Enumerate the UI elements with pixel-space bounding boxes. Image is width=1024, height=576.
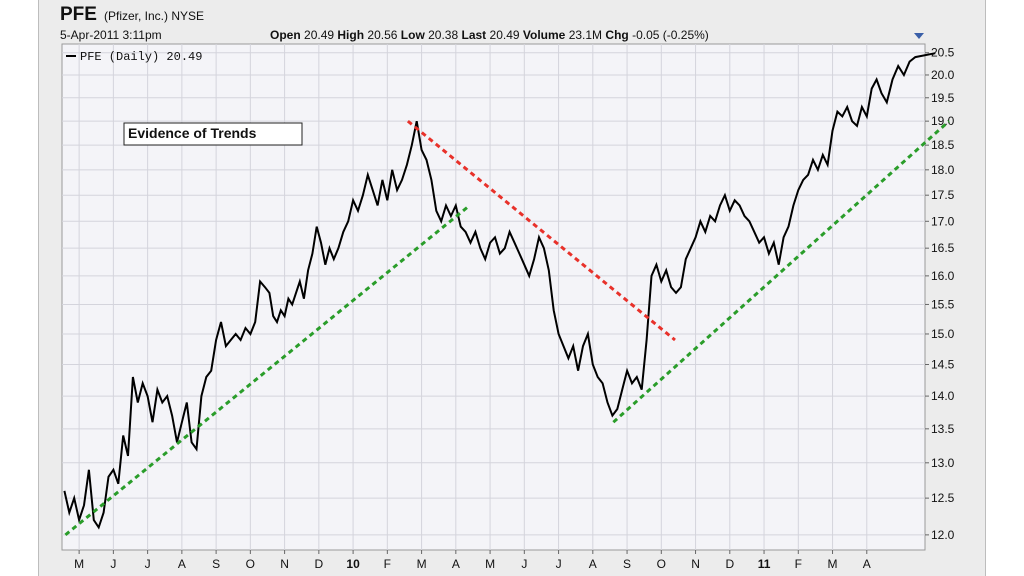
ticker-symbol: PFE [60,4,97,25]
x-tick-label: J [521,557,527,571]
open-label: Open [270,28,301,42]
x-tick-label: 10 [346,557,360,571]
uptrend-line [612,120,950,424]
x-tick-label: A [452,557,460,571]
price-line [63,52,936,530]
x-tick-label: 11 [758,557,771,571]
x-tick-label: F [795,557,802,571]
x-tick-label: O [246,557,255,571]
legend-label: PFE (Daily) 20.49 [80,50,202,64]
plot-area [61,43,926,551]
y-tick-label: 19.0 [931,114,955,128]
x-tick-label: F [384,557,391,571]
x-tick-label: M [417,557,427,571]
x-tick-label: A [178,557,186,571]
low-label: Low [400,28,425,42]
y-tick-label: 20.0 [931,68,955,82]
x-tick-label: A [863,557,871,571]
y-tick-label: 14.0 [931,389,955,403]
x-tick-label: M [74,557,84,571]
open-value: 20.49 [304,28,335,42]
y-tick-label: 17.5 [931,188,955,202]
high-label: High [337,28,365,42]
y-tick-label: 13.0 [931,456,955,470]
y-tick-label: 12.0 [931,528,955,542]
high-value: 20.56 [367,28,398,42]
last-value: 20.49 [489,28,520,42]
x-tick-label: N [280,557,289,571]
annotation-text: Evidence of Trends [128,125,257,141]
y-tick-label: 19.5 [931,91,955,105]
x-tick-label: A [589,557,597,571]
y-tick-label: 17.0 [931,214,955,228]
x-tick-label: J [110,557,116,571]
x-tick-label: S [623,557,631,571]
y-tick-label: 12.5 [931,491,955,505]
chg-label: Chg [605,28,629,42]
x-tick-label: N [691,557,700,571]
y-tick-label: 15.5 [931,297,955,311]
y-tick-label: 18.0 [931,163,955,177]
x-tick-label: J [556,557,562,571]
quote-datetime: 5-Apr-2011 3:11pm [60,28,162,42]
chevron-down-icon[interactable] [914,33,924,39]
y-tick-label: 15.0 [931,327,955,341]
y-tick-label: 16.0 [931,269,955,283]
uptrend-line [64,204,471,537]
x-tick-label: M [828,557,838,571]
volume-value: 23.1M [568,28,603,42]
x-tick-label: O [657,557,666,571]
x-tick-label: J [145,557,151,571]
annotation-box [123,122,303,146]
x-tick-label: D [315,557,324,571]
low-value: 20.38 [428,28,459,42]
y-tick-label: 13.5 [931,422,955,436]
downtrend-line [406,119,676,342]
x-tick-label: M [485,557,495,571]
y-tick-label: 20.5 [931,46,955,60]
y-tick-label: 14.5 [931,357,955,371]
y-tick-label: 16.5 [931,241,955,255]
y-tick-label: 18.5 [931,138,955,152]
chg-value: -0.05 (-0.25%) [632,28,709,42]
last-label: Last [461,28,487,42]
quote-summary: Open 20.49 High 20.56 Low 20.38 Last 20.… [270,28,709,42]
volume-label: Volume [522,28,566,42]
x-tick-label: D [725,557,734,571]
company-name: (Pfizer, Inc.) NYSE [104,9,205,23]
x-tick-label: S [212,557,220,571]
